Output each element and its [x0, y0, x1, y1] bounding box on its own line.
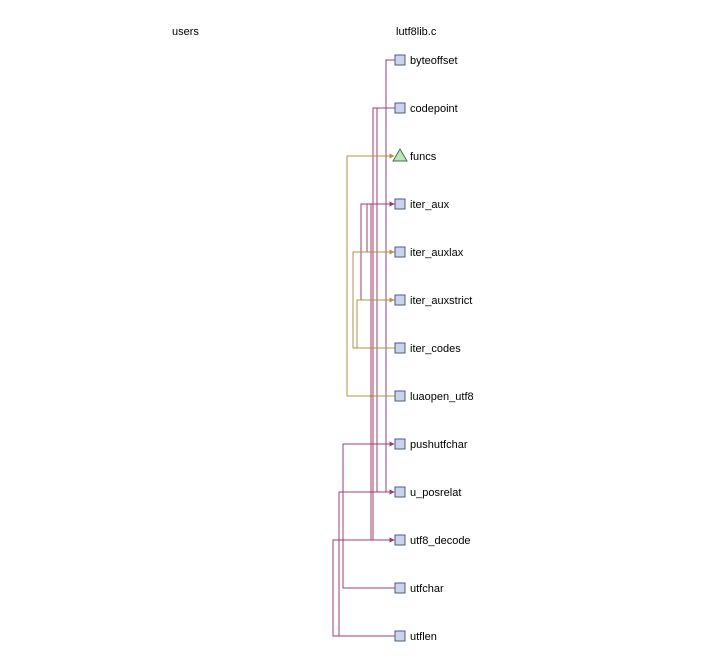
- edge-utflen-to-u_posrelat: [338, 489, 395, 637]
- node-utf8_decode[interactable]: utf8_decode: [394, 534, 471, 547]
- edges: [332, 59, 395, 637]
- node-luaopen_utf8[interactable]: luaopen_utf8: [394, 390, 474, 403]
- function-square-icon: [394, 294, 406, 306]
- function-square-icon: [394, 486, 406, 498]
- node-label: iter_aux: [410, 199, 450, 211]
- function-square-icon: [394, 390, 406, 402]
- function-square-icon: [394, 342, 406, 354]
- node-iter_codes[interactable]: iter_codes: [394, 342, 461, 355]
- edge-iter_codes-to-iter_auxstrict: [356, 297, 395, 349]
- function-square-icon: [394, 582, 406, 594]
- node-label: utf8_decode: [410, 535, 471, 547]
- edge-utfchar-to-pushutfchar: [342, 441, 395, 589]
- edge-byteoffset-to-u_posrelat: [385, 59, 395, 495]
- function-square-icon: [394, 438, 406, 450]
- node-label: utflen: [410, 631, 437, 643]
- node-label: byteoffset: [410, 55, 458, 67]
- edge-codepoint-to-utf8_decode: [372, 107, 395, 543]
- node-label: pushutfchar: [410, 439, 468, 451]
- node-label: iter_codes: [410, 343, 461, 355]
- node-label: utfchar: [410, 583, 444, 595]
- node-label: luaopen_utf8: [410, 391, 474, 403]
- node-iter_aux[interactable]: iter_aux: [394, 198, 450, 211]
- node-label: iter_auxstrict: [410, 295, 472, 307]
- node-iter_auxstrict[interactable]: iter_auxstrict: [394, 294, 472, 307]
- node-codepoint[interactable]: codepoint: [394, 102, 458, 115]
- node-label: funcs: [410, 151, 437, 163]
- function-square-icon: [394, 246, 406, 258]
- function-square-icon: [394, 198, 406, 210]
- nodes: byteoffset codepoint funcs iter_aux iter_aux…: [392, 54, 474, 643]
- edge-iter_aux-to-utf8_decode: [370, 203, 395, 543]
- node-funcs[interactable]: funcs: [392, 148, 437, 163]
- function-square-icon: [394, 534, 406, 546]
- file-column-title: lutf8lib.c: [396, 26, 437, 38]
- node-utfchar[interactable]: utfchar: [394, 582, 444, 595]
- node-pushutfchar[interactable]: pushutfchar: [394, 438, 468, 451]
- node-label: iter_auxlax: [410, 247, 464, 259]
- node-iter_auxlax[interactable]: iter_auxlax: [394, 246, 464, 259]
- node-label: codepoint: [410, 103, 458, 115]
- node-label: u_posrelat: [410, 487, 461, 499]
- edge-utflen-to-utf8_decode: [332, 537, 395, 637]
- variable-triangle-icon: [392, 148, 408, 162]
- node-byteoffset[interactable]: byteoffset: [394, 54, 458, 67]
- function-square-icon: [394, 102, 406, 114]
- function-square-icon: [394, 630, 406, 642]
- node-u_posrelat[interactable]: u_posrelat: [394, 486, 461, 499]
- users-column-title: users: [172, 26, 199, 38]
- node-utflen[interactable]: utflen: [394, 630, 437, 643]
- function-square-icon: [394, 54, 406, 66]
